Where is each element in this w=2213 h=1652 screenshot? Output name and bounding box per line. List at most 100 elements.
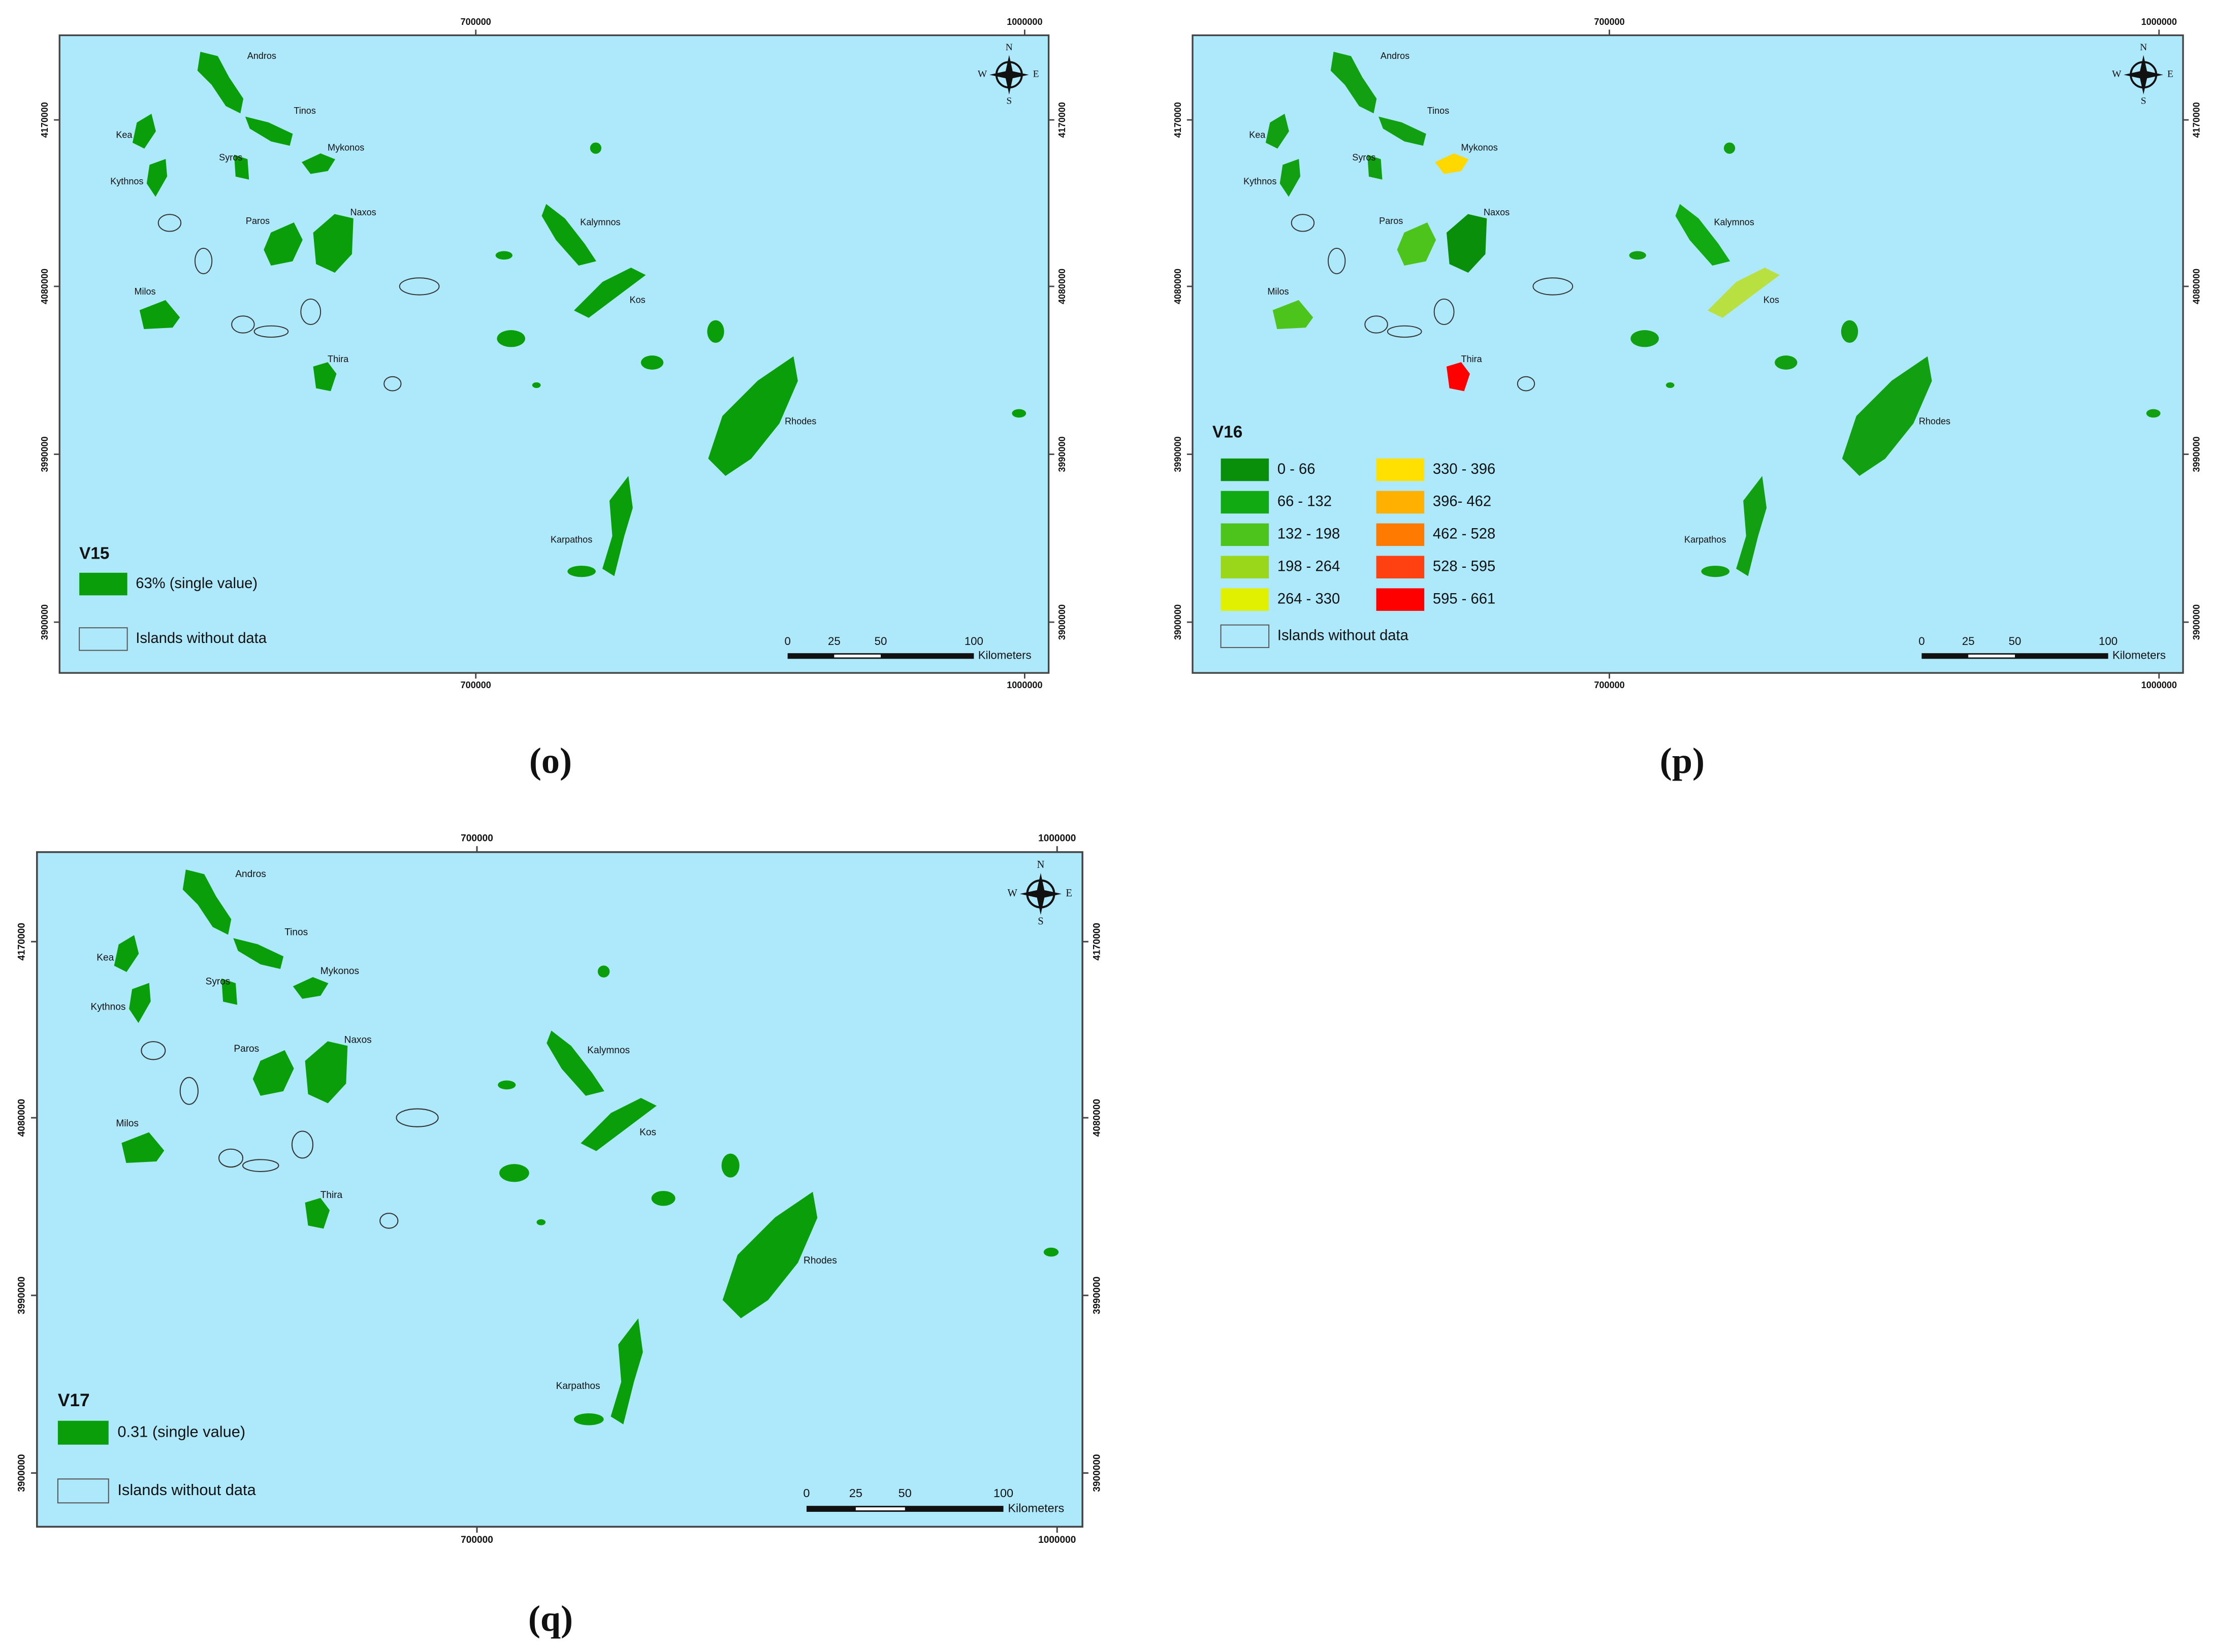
legend-swatch — [1376, 523, 1425, 546]
compass-letter: E — [1033, 69, 1039, 80]
island — [1330, 51, 1377, 114]
y-tick-label: 3990000 — [1057, 436, 1067, 472]
island-no-data — [300, 298, 322, 325]
scale-bar-segment — [855, 1507, 905, 1511]
island-no-data — [253, 325, 289, 338]
island — [114, 935, 139, 972]
island — [1435, 153, 1469, 174]
legend-label: 198 - 264 — [1277, 558, 1340, 574]
island-label: Thira — [320, 1190, 343, 1201]
island-label: Kea — [116, 129, 133, 140]
island-no-data — [242, 1159, 279, 1172]
island — [541, 204, 597, 266]
island-label: Syros — [206, 977, 231, 987]
y-tick-label: 3990000 — [1092, 1277, 1103, 1314]
island — [1446, 214, 1487, 273]
small-island — [1841, 320, 1858, 343]
x-tick-label: 700000 — [461, 680, 491, 690]
island-no-data — [383, 376, 402, 392]
y-tick-label: 4080000 — [16, 1099, 27, 1137]
island-label: Karpathos — [556, 1381, 600, 1391]
y-tick-label: 4170000 — [40, 102, 50, 138]
island — [1265, 113, 1289, 149]
compass-letter: S — [1038, 916, 1043, 927]
y-tick-label: 4080000 — [1092, 1099, 1103, 1137]
legend-swatch — [1221, 523, 1269, 546]
island-label: Rhodes — [1919, 416, 1950, 426]
island-no-data — [1291, 214, 1315, 232]
small-island — [2146, 409, 2161, 418]
small-island — [499, 1164, 529, 1182]
island-no-data — [1364, 315, 1388, 334]
island-label: Paros — [234, 1044, 259, 1054]
island-label: Mykonos — [328, 142, 364, 152]
island-no-data — [379, 1213, 399, 1229]
y-tick-label: 4170000 — [1173, 102, 1183, 138]
legend-swatch — [1376, 588, 1425, 611]
legend-label: 0 - 66 — [1277, 461, 1316, 477]
small-island — [721, 1153, 740, 1178]
island — [293, 977, 329, 999]
island-label: Kea — [97, 953, 114, 963]
compass-letter: E — [2167, 69, 2173, 80]
legend-swatch — [1376, 556, 1425, 578]
scale-bar-segment — [834, 654, 881, 658]
small-island — [536, 1219, 546, 1225]
island — [233, 938, 284, 969]
y-tick-label: 3990000 — [16, 1277, 27, 1314]
small-island — [498, 1080, 516, 1090]
island-label: Milos — [1267, 286, 1289, 297]
island — [1675, 204, 1730, 266]
x-tick-label: 700000 — [1594, 17, 1624, 27]
legend-label: 528 - 595 — [1433, 558, 1495, 574]
island — [313, 362, 337, 392]
island-no-data — [1433, 298, 1455, 325]
island-no-data — [141, 1041, 166, 1060]
small-island — [590, 142, 601, 154]
scale-label: 0 — [803, 1486, 810, 1500]
x-tick-label: 1000000 — [2141, 680, 2177, 690]
legend-swatch — [57, 1420, 109, 1445]
scale-bar — [806, 1506, 1004, 1512]
island-label: Kea — [1249, 129, 1266, 140]
y-tick-label: 3990000 — [2192, 436, 2202, 472]
small-island — [1723, 142, 1736, 154]
map-panel: 700000 700000 1000000 1000000 4170000 4170000… — [40, 17, 1067, 690]
island-label: Andros — [235, 869, 266, 880]
island — [182, 869, 232, 935]
island-no-data — [218, 1148, 244, 1168]
legend-swatch — [1221, 556, 1269, 578]
legend-no-data-label: Islands without data — [1277, 628, 1409, 644]
island — [1367, 154, 1383, 180]
island-no-data — [194, 247, 213, 274]
small-island — [651, 1191, 676, 1206]
legend-title: V17 — [58, 1390, 90, 1410]
island-label: Kythnos — [1243, 176, 1276, 186]
scale-unit: Kilometers — [1008, 1501, 1064, 1514]
x-tick-label: 700000 — [461, 17, 491, 27]
map-panel: 700000 700000 1000000 1000000 4170000 4170000… — [1173, 17, 2202, 690]
island-label: Milos — [134, 286, 155, 297]
y-tick-label: 4170000 — [1092, 923, 1103, 960]
island — [234, 154, 249, 180]
island-label: Rhodes — [804, 1255, 837, 1266]
legend-title: V16 — [1212, 423, 1242, 442]
small-island — [1629, 251, 1646, 260]
scale-unit: Kilometers — [978, 649, 1032, 662]
island-label: Paros — [246, 216, 270, 226]
y-tick-label: 3900000 — [1173, 604, 1183, 640]
island-label: Naxos — [350, 207, 376, 217]
scale-unit: Kilometers — [2112, 649, 2166, 662]
scale-label: 25 — [1962, 635, 1975, 647]
island — [132, 113, 156, 149]
legend-label: 66 - 132 — [1277, 494, 1332, 510]
island — [221, 978, 238, 1005]
island-label: Milos — [116, 1118, 139, 1129]
x-tick-label: 1000000 — [1038, 1535, 1076, 1545]
small-island — [1775, 355, 1798, 370]
map-panel: 700000 700000 1000000 1000000 4170000 4170000… — [16, 833, 1102, 1545]
island-label: Mykonos — [1461, 142, 1498, 152]
compass-letter: W — [2112, 69, 2122, 80]
compass-letter: W — [1007, 888, 1017, 899]
island — [1708, 268, 1780, 318]
